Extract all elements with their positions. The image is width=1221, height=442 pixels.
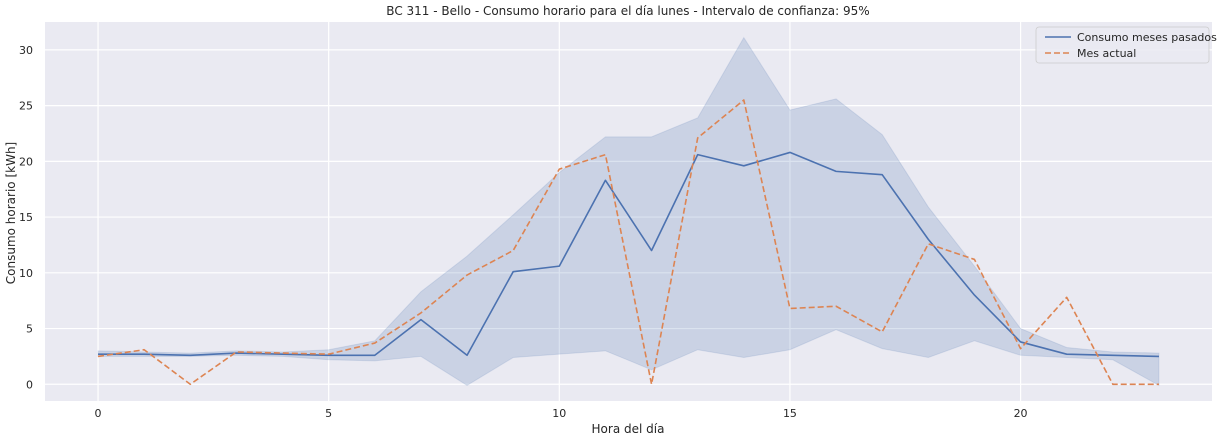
y-tick-label: 20 [19,155,33,168]
y-tick-label: 25 [19,100,33,113]
x-tick-label: 15 [783,407,797,420]
legend-box [1035,26,1210,64]
legend-label-1: Mes actual [1077,47,1136,60]
x-axis-ticks: 0 5 10 15 20 [95,407,1028,420]
series-lines [97,99,1159,386]
y-axis-label: Consumo horario [kWh] [4,142,18,284]
x-tick-label: 5 [325,407,332,420]
series-line-0 [98,151,1159,358]
legend-label-0: Consumo meses pasados [1077,31,1217,44]
x-axis-label: Hora del día [592,422,665,436]
chart-title: BC 311 - Bello - Consumo horario para el… [386,4,869,18]
y-tick-label: 5 [26,323,33,336]
y-tick-label: 15 [19,211,33,224]
y-axis-ticks: 0 5 10 15 20 25 30 [19,44,33,391]
confidence-interval-band [97,36,1160,387]
y-tick-label: 30 [19,44,33,57]
y-tick-label: 10 [19,267,33,280]
grid-lines [45,22,1212,401]
legend: Consumo meses pasados Mes actual [1035,26,1217,64]
x-tick-label: 20 [1014,407,1028,420]
y-tick-label: 0 [26,378,33,391]
x-tick-label: 0 [95,407,102,420]
confidence-band [97,36,1160,387]
series-line-1 [97,99,1159,386]
x-tick-label: 10 [552,407,566,420]
